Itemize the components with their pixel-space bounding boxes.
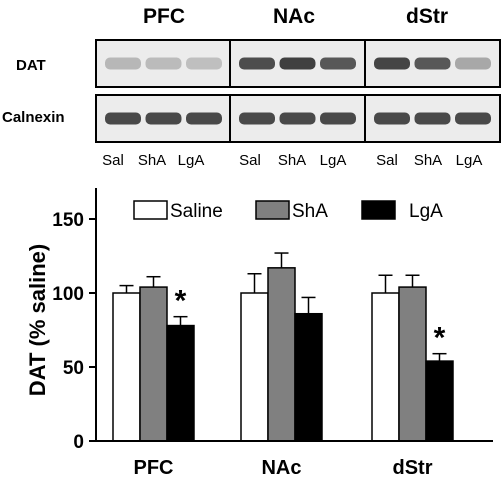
blot-band-dstr-dat-sha [414, 57, 451, 70]
lane-label-dstr-sal: Sal [376, 152, 398, 169]
blot-band-dstr-dat-lga [455, 57, 491, 70]
blot-band-dstr-calnexin-sal [374, 112, 410, 125]
lane-label-pfc-sha: ShA [138, 152, 166, 169]
bars: ** [112, 252, 454, 442]
western-blot: PFC NAc dStr DAT Calnexin Sal ShA LgA Sa… [2, 5, 501, 169]
y-tick-label-150: 150 [52, 210, 84, 231]
blot-title-dstr: dStr [406, 5, 448, 28]
lane-label-pfc-lga: LgA [178, 152, 205, 169]
legend-label-sha: ShA [292, 201, 328, 222]
significance-marker-dstr: * [434, 322, 446, 355]
lane-label-nac-lga: LgA [320, 152, 347, 169]
blot-row-label-dat: DAT [16, 57, 46, 74]
blot-band-dstr-calnexin-lga [455, 112, 491, 125]
bar-dstr-sha [398, 286, 427, 442]
blot-band-nac-calnexin-sha [279, 112, 316, 125]
bar-nac-sha [267, 267, 296, 442]
blot-band-pfc-dat-sal [105, 57, 141, 70]
bar-pfc-sha [139, 286, 168, 442]
bar-dstr-saline [371, 292, 400, 442]
blot-band-nac-calnexin-sal [239, 112, 275, 125]
blot-band-pfc-calnexin-sal [105, 112, 141, 125]
blot-strips [95, 39, 501, 143]
lane-label-dstr-lga: LgA [456, 152, 483, 169]
significance-marker-pfc: * [175, 285, 187, 318]
bar-pfc-lga [166, 324, 195, 442]
lane-labels: Sal ShA LgA Sal ShA LgA Sal ShA LgA [102, 152, 482, 169]
blot-band-dstr-dat-sal [374, 57, 410, 70]
legend: Saline ShA LgA [133, 200, 443, 222]
blot-band-nac-dat-lga [320, 57, 356, 70]
category-label-dstr: dStr [393, 457, 433, 479]
blot-band-pfc-calnexin-lga [186, 112, 222, 125]
legend-label-saline: Saline [170, 201, 223, 222]
y-tick-label-50: 50 [63, 358, 84, 379]
blot-band-pfc-dat-lga [186, 57, 222, 70]
y-tick-label-0: 0 [73, 432, 84, 453]
lane-label-dstr-sha: ShA [414, 152, 442, 169]
blot-band-nac-calnexin-lga [320, 112, 356, 125]
legend-swatch-lga [361, 200, 396, 220]
bar-nac-saline [240, 292, 269, 442]
category-label-nac: NAc [261, 457, 301, 479]
y-axis-label: DAT (% saline) [25, 244, 50, 396]
blot-row-label-calnexin: Calnexin [2, 109, 65, 126]
blot-band-nac-dat-sal [239, 57, 275, 70]
lane-label-pfc-sal: Sal [102, 152, 124, 169]
bar-dstr-lga [425, 360, 454, 442]
lane-label-nac-sal: Sal [239, 152, 261, 169]
blot-title-pfc: PFC [143, 5, 185, 28]
axes [95, 188, 493, 442]
bar-pfc-saline [112, 292, 141, 442]
blot-band-nac-dat-sha [279, 57, 316, 70]
y-axis-ticks: 0 50 100 150 [52, 210, 96, 453]
legend-label-lga: LgA [409, 201, 443, 222]
blot-band-pfc-dat-sha [145, 57, 182, 70]
blot-title-nac: NAc [273, 5, 315, 28]
blot-band-pfc-calnexin-sha [145, 112, 182, 125]
legend-swatch-saline [133, 200, 168, 220]
category-labels: PFC NAc dStr [134, 457, 433, 479]
legend-swatch-sha [255, 200, 290, 220]
lane-label-nac-sha: ShA [278, 152, 306, 169]
category-label-pfc: PFC [134, 457, 174, 479]
bar-nac-lga [294, 312, 323, 442]
y-tick-label-100: 100 [52, 284, 84, 305]
blot-band-dstr-calnexin-sha [414, 112, 451, 125]
